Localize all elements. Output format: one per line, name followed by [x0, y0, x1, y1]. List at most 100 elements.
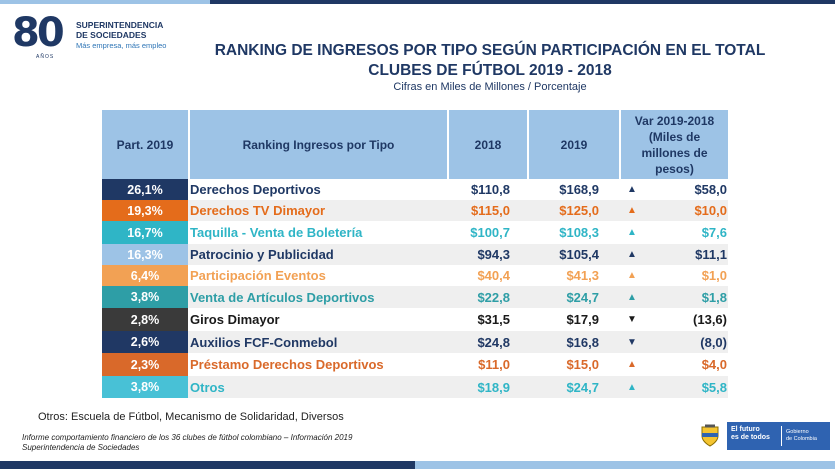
logo-anos-text: AÑOS — [36, 54, 55, 60]
gobierno-colombia-logo: El futuro es de todos Gobierno de Colomb… — [697, 421, 830, 451]
row-part-2019: 16,3% — [102, 244, 188, 265]
header-2018: 2018 — [449, 110, 529, 179]
header-var-line4: pesos) — [655, 161, 694, 176]
gov-line3: Gobierno — [786, 429, 809, 435]
row-value-2019: $16,8 — [566, 334, 599, 350]
header-var-line3: millones de — [641, 145, 708, 160]
gov-blue-box — [727, 422, 830, 450]
table-row: 3,8% Otros $18,9 $24,7 ▲ $5,8 — [102, 376, 728, 398]
row-part-2019: 16,7% — [102, 221, 188, 244]
table-row: 2,6% Auxilios FCF-Conmebol $24,8 $16,8 ▼ (8,0… — [102, 331, 728, 353]
row-variation: (13,6) — [693, 312, 727, 327]
page-subtitle: Cifras en Miles de Millones / Porcentaje — [393, 81, 587, 93]
row-value-2018: $31,5 — [477, 312, 510, 327]
triangle-up-icon: ▲ — [627, 270, 637, 281]
row-value-2018: $18,9 — [477, 379, 510, 395]
gov-line4: de Colombia — [786, 436, 817, 442]
row-category: Auxilios FCF-Conmebol — [190, 334, 338, 350]
row-variation: $5,8 — [701, 379, 727, 395]
row-part-2019: 2,8% — [102, 308, 188, 331]
triangle-down-icon: ▼ — [627, 314, 637, 325]
row-value-2018: $22,8 — [477, 289, 510, 305]
logo-org-line2: DE SOCIEDADES — [76, 30, 147, 40]
row-value-2019: $125,0 — [559, 203, 599, 218]
triangle-up-icon: ▲ — [627, 291, 637, 303]
gov-separator — [781, 426, 782, 446]
row-part-2019: 2,3% — [102, 353, 188, 376]
row-variation: $10,0 — [694, 203, 727, 218]
logo-org-line1: SUPERINTENDENCIA — [76, 20, 164, 30]
bottom-accent-bar — [0, 461, 835, 469]
bottom-accent-bar-light — [415, 461, 835, 469]
row-part-2019: 3,8% — [102, 376, 188, 398]
row-variation: $1,0 — [701, 268, 727, 283]
table-row: 16,3% Patrocinio y Publicidad $94,3 $105,4 ▲… — [102, 244, 728, 265]
header-var-line2: (Miles de — [648, 129, 701, 144]
triangle-up-icon: ▲ — [627, 205, 637, 216]
row-category: Participación Eventos — [190, 268, 326, 283]
row-value-2019: $17,9 — [566, 312, 599, 327]
header-2019: 2019 — [529, 110, 621, 179]
title-line1: RANKING DE INGRESOS POR TIPO SEGÚN PARTI… — [214, 42, 766, 59]
table-row: 3,8% Venta de Artículos Deportivos $22,8 $2… — [102, 286, 728, 308]
row-value-2019: $168,9 — [559, 182, 599, 197]
header-var-line1: Var 2019-2018 — [634, 113, 715, 128]
gov-line1: El futuro — [731, 426, 760, 433]
table-row: 26,1% Derechos Deportivos $110,8 $168,9 ▲ $58… — [102, 179, 728, 200]
row-part-2019: 6,4% — [102, 265, 188, 286]
row-value-2019: $15,0 — [566, 357, 599, 372]
header-category: Ranking Ingresos por Tipo — [190, 110, 449, 179]
row-variation: $11,1 — [695, 247, 727, 262]
row-value-2018: $11,0 — [478, 357, 510, 372]
row-part-2019: 2,6% — [102, 331, 188, 353]
row-category: Otros — [190, 379, 225, 395]
page-title: RANKING DE INGRESOS POR TIPO SEGÚN PARTI… — [190, 41, 790, 81]
row-value-2019: $24,7 — [566, 289, 599, 305]
logo-80-number: 80 — [12, 10, 65, 56]
row-category: Préstamo Derechos Deportivos — [190, 357, 384, 372]
triangle-up-icon: ▲ — [627, 381, 637, 393]
row-variation: $7,6 — [701, 225, 727, 240]
table-row: 19,3% Derechos TV Dimayor $115,0 $125,0 ▲ $10… — [102, 200, 728, 221]
row-part-2019: 19,3% — [102, 200, 188, 221]
logo-tagline: Más empresa, más empleo — [76, 41, 167, 50]
source-line1: Informe comportamiento financiero de los… — [22, 433, 353, 442]
triangle-up-icon: ▲ — [627, 227, 637, 238]
colombia-shield-icon — [701, 424, 719, 447]
header-part-2019: Part. 2019 — [102, 110, 190, 179]
footnote-otros: Otros: Escuela de Fútbol, Mecanismo de S… — [38, 411, 344, 423]
source-line2: Superintendencia de Sociedades — [22, 443, 140, 452]
row-value-2019: $24,7 — [566, 379, 599, 395]
row-variation: $4,0 — [701, 357, 727, 372]
top-accent-bar — [0, 0, 835, 4]
row-part-2019: 3,8% — [102, 286, 188, 308]
row-value-2018: $94,3 — [477, 247, 510, 262]
row-value-2018: $40,4 — [477, 268, 510, 283]
triangle-up-icon: ▲ — [627, 184, 637, 195]
top-accent-bar-light — [0, 0, 210, 4]
table-row: 16,7% Taquilla - Venta de Boletería $100,7… — [102, 221, 728, 244]
row-category: Derechos TV Dimayor — [190, 203, 326, 218]
row-variation: $1,8 — [701, 289, 727, 305]
row-value-2019: $105,4 — [559, 247, 599, 262]
row-value-2019: $108,3 — [559, 225, 599, 240]
row-variation: (8,0) — [700, 334, 727, 350]
table-row: 2,8% Giros Dimayor $31,5 $17,9 ▼ (13,6) — [102, 308, 728, 331]
row-value-2018: $24,8 — [477, 334, 510, 350]
triangle-up-icon: ▲ — [627, 249, 637, 260]
row-category: Giros Dimayor — [190, 312, 280, 327]
title-line2: CLUBES DE FÚTBOL 2019 - 2018 — [368, 62, 612, 79]
table-header: Part. 2019 Ranking Ingresos por Tipo 201… — [102, 110, 728, 179]
gov-line2: es de todos — [731, 434, 770, 441]
supersociedades-logo: 80 AÑOS SUPERINTENDENCIA DE SOCIEDADES M… — [12, 10, 182, 62]
row-category: Derechos Deportivos — [190, 182, 321, 197]
row-part-2019: 26,1% — [102, 179, 188, 200]
triangle-down-icon: ▼ — [627, 336, 637, 348]
table-row: 6,4% Participación Eventos $40,4 $41,3 ▲ $1,0 — [102, 265, 728, 286]
row-value-2018: $110,8 — [470, 182, 510, 197]
row-variation: $58,0 — [694, 182, 727, 197]
row-category: Venta de Artículos Deportivos — [190, 289, 375, 305]
row-category: Patrocinio y Publicidad — [190, 247, 334, 262]
row-category: Taquilla - Venta de Boletería — [190, 225, 363, 240]
header-variation: Var 2019-2018 (Miles de millones de peso… — [621, 110, 728, 179]
